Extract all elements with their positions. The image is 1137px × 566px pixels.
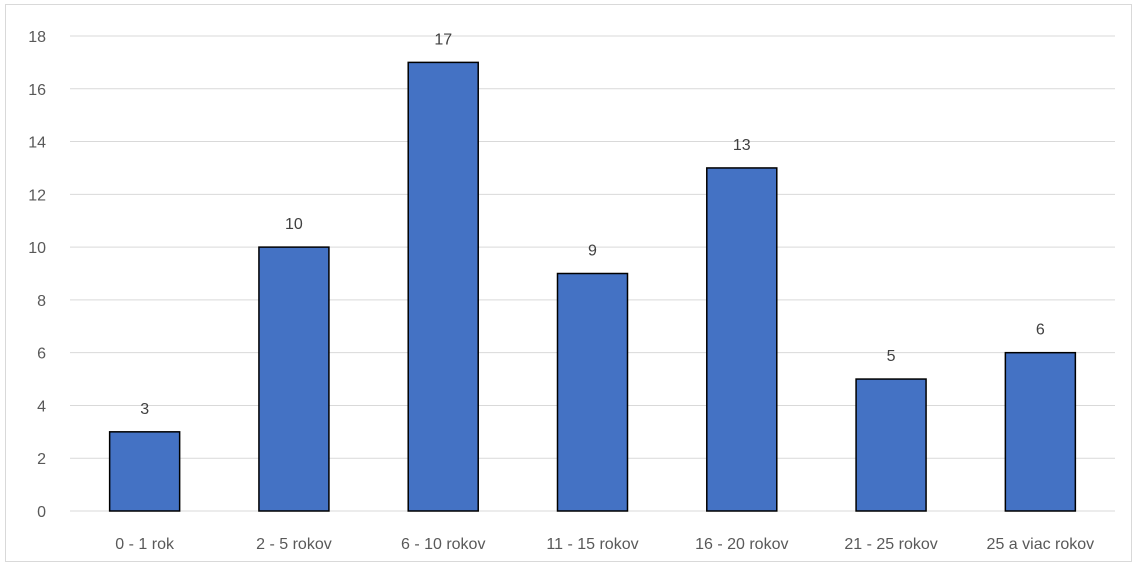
data-label: 6 — [1036, 322, 1045, 339]
y-tick-label: 6 — [37, 346, 46, 363]
y-tick-label: 10 — [28, 240, 46, 257]
y-tick-label: 4 — [37, 398, 46, 415]
y-tick-label: 14 — [28, 135, 46, 152]
bar — [407, 61, 479, 512]
bar — [855, 378, 927, 512]
bar — [1004, 351, 1077, 512]
x-tick-label: 6 - 10 rokov — [401, 536, 485, 553]
y-tick-label: 16 — [28, 82, 46, 99]
y-tick-label: 0 — [37, 504, 46, 521]
y-tick-label: 8 — [37, 293, 46, 310]
x-tick-label: 25 a viac rokov — [987, 536, 1095, 553]
x-tick-label: 2 - 5 rokov — [256, 536, 332, 553]
data-label: 3 — [140, 401, 149, 418]
gridlines — [70, 35, 1115, 512]
y-tick-label: 18 — [28, 29, 46, 46]
x-tick-label: 0 - 1 rok — [115, 536, 175, 553]
y-tick-label: 12 — [28, 187, 46, 204]
x-tick-label: 11 - 15 rokov — [546, 536, 638, 553]
bar — [556, 272, 629, 512]
bar — [108, 431, 181, 512]
y-axis-ticks: 0 2 4 6 8 10 12 14 16 18 — [28, 29, 46, 521]
bar — [258, 246, 330, 512]
data-labels: 3 10 17 9 13 5 6 — [140, 31, 1045, 417]
bar — [706, 167, 778, 512]
bars — [108, 61, 1077, 512]
x-tick-label: 16 - 20 rokov — [695, 536, 788, 553]
x-axis-ticks: 0 - 1 rok 2 - 5 rokov 6 - 10 rokov 11 - 15 … — [115, 536, 1094, 553]
data-label: 9 — [588, 243, 597, 260]
x-tick-label: 21 - 25 rokov — [844, 536, 937, 553]
data-label: 17 — [434, 31, 452, 48]
y-tick-label: 2 — [37, 451, 46, 468]
data-label: 10 — [285, 216, 303, 233]
data-label: 13 — [733, 137, 751, 154]
data-label: 5 — [887, 348, 896, 365]
